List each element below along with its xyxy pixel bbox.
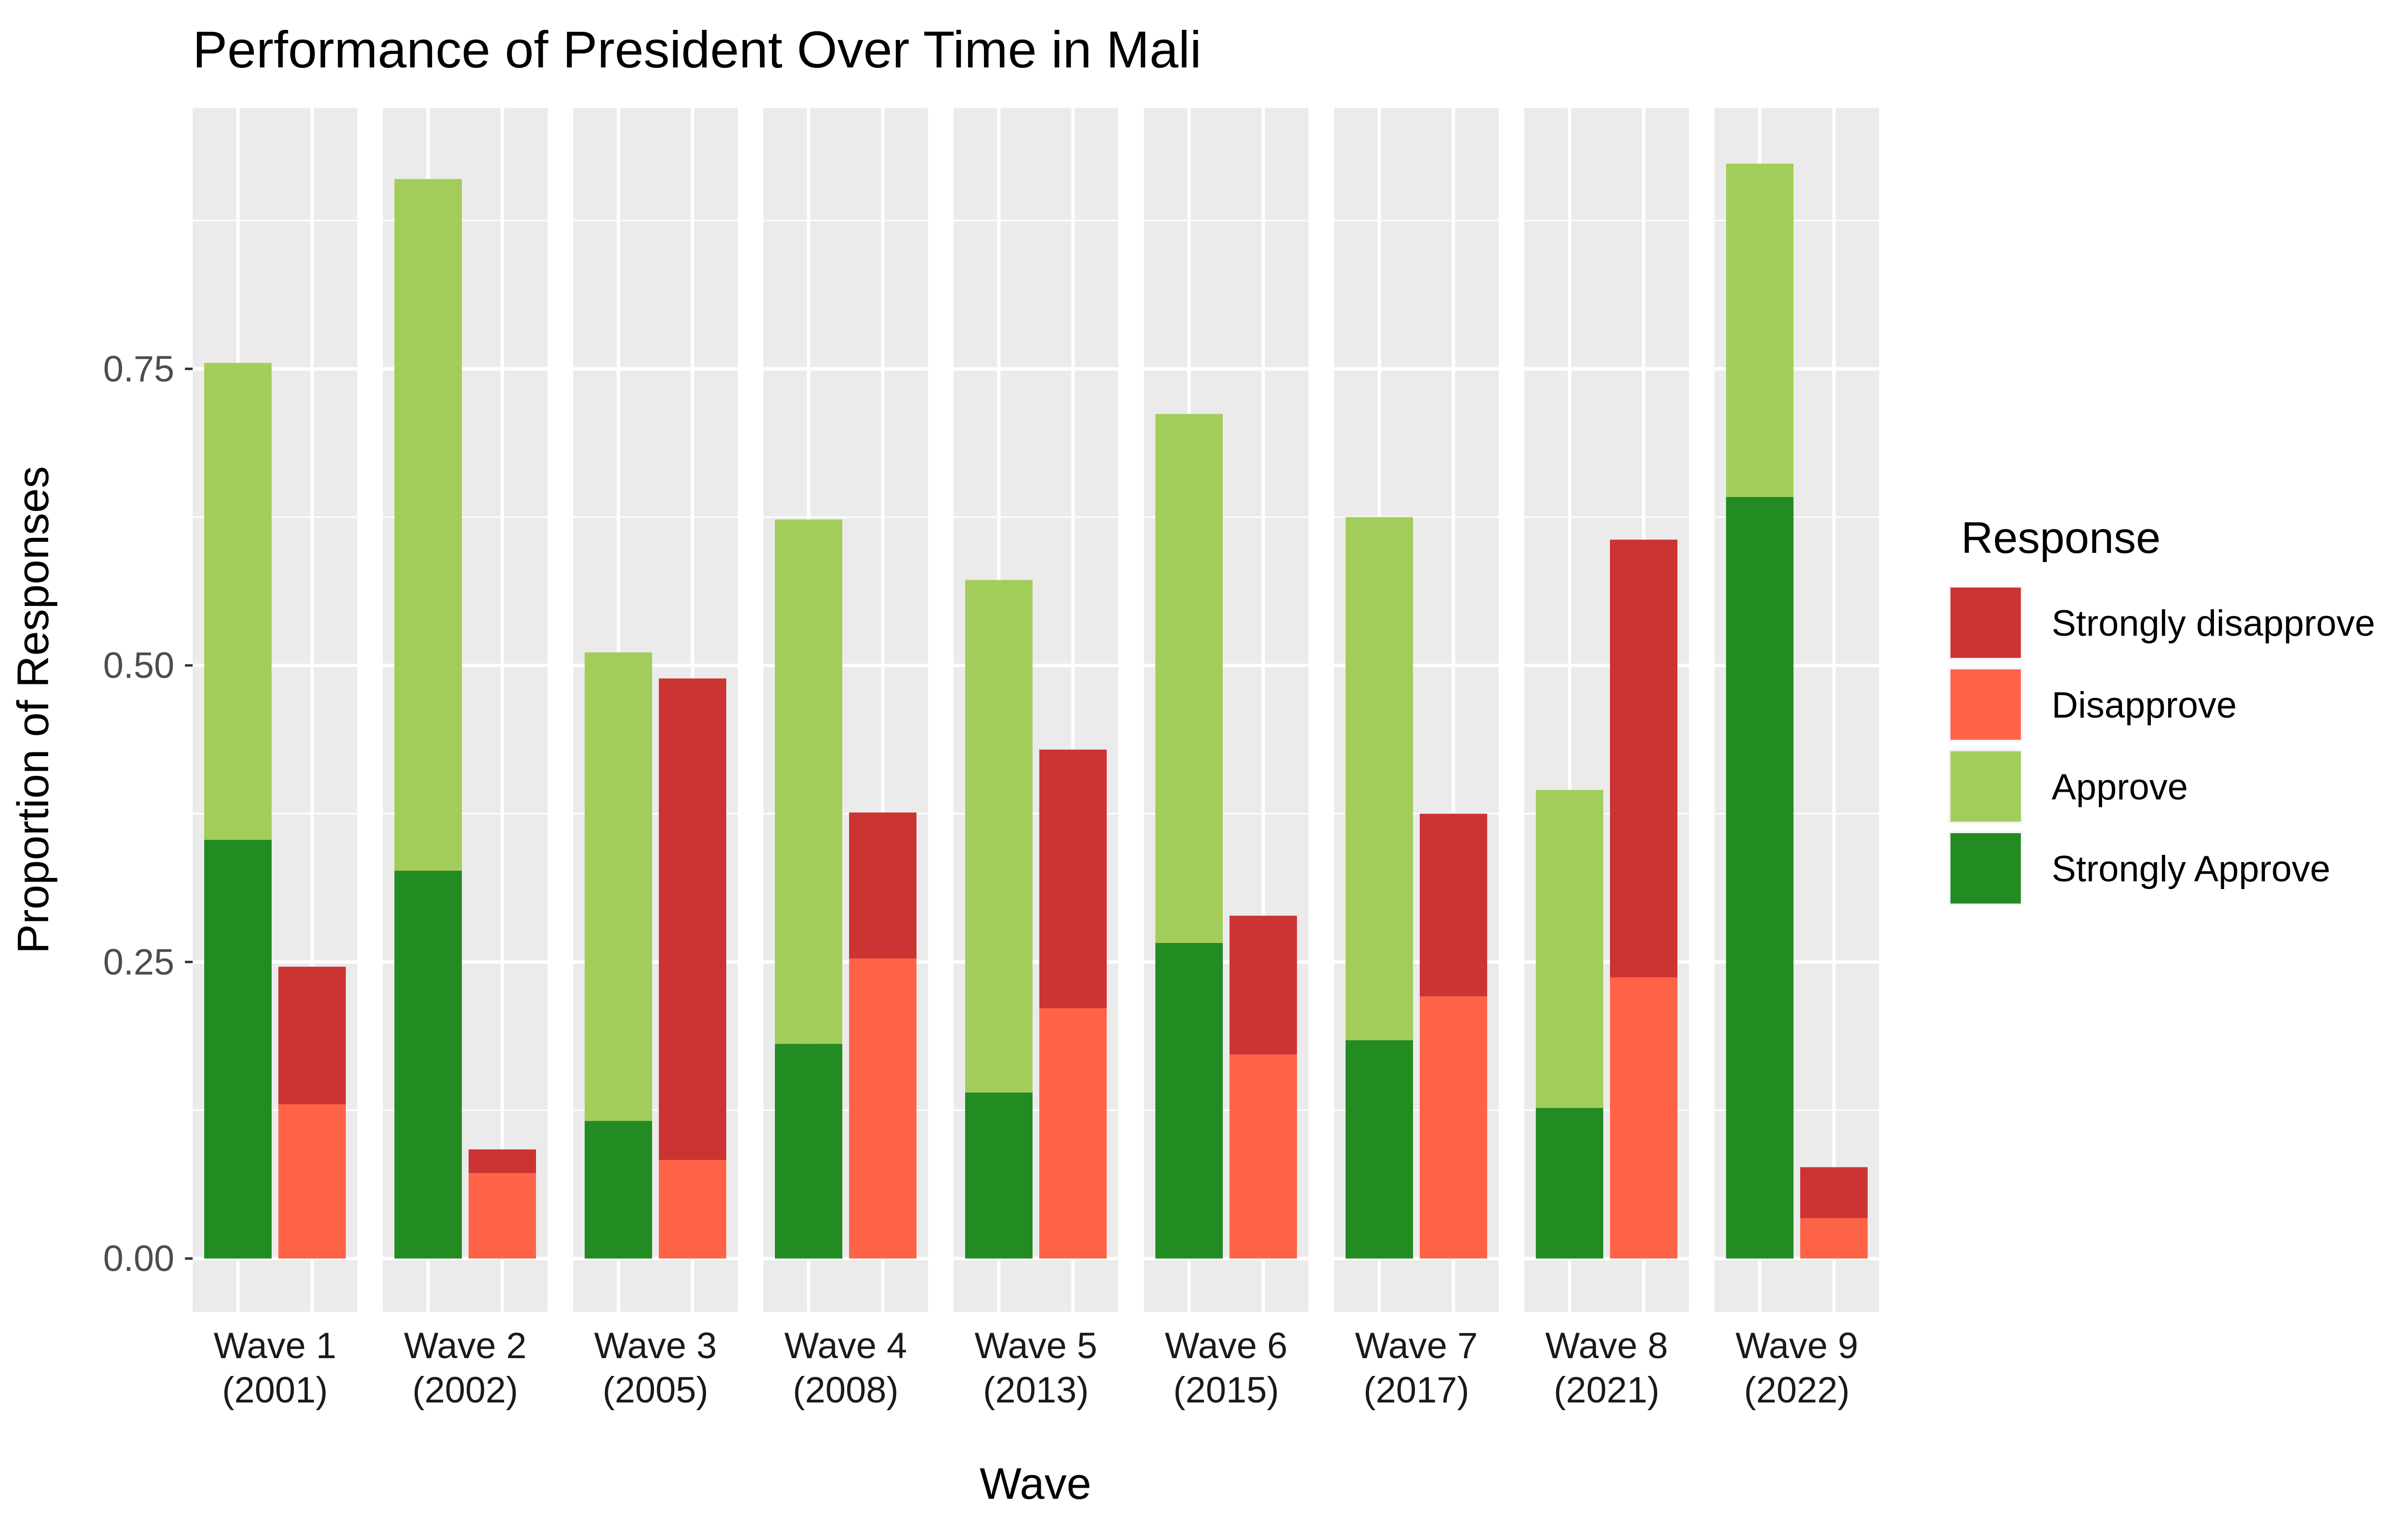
bar-approve [1155, 414, 1223, 943]
facet-panel: Wave 6(2015) [1144, 108, 1309, 1411]
y-tick-label: 0.00 [103, 1238, 174, 1279]
y-tick-label: 0.50 [103, 645, 174, 686]
bar-disapprove [659, 1160, 726, 1259]
x-tick-label: Wave 4 [785, 1325, 907, 1366]
bar-strongly-approve [1536, 1108, 1603, 1259]
bar-approve [585, 652, 652, 1121]
y-axis-title: Proportion of Responses [9, 466, 58, 954]
bar-disapprove [849, 958, 916, 1259]
bar-strongly-approve [1346, 1040, 1413, 1259]
facet-panel: Wave 2(2002) [383, 108, 548, 1411]
legend: Response Strongly disapprove Disapprove Ap… [1949, 513, 2375, 905]
y-tick-label: 0.25 [103, 942, 174, 982]
bar-strongly-disapprove [1420, 813, 1487, 996]
bar-strongly-approve [394, 870, 462, 1259]
x-tick-label: Wave 3 [594, 1325, 717, 1366]
bar-strongly-disapprove [1039, 749, 1107, 1008]
legend-key-swatch [1950, 669, 2021, 740]
bar-disapprove [1039, 1008, 1107, 1259]
bar-approve [1726, 163, 1793, 497]
facet-panel: Wave 3(2005) [573, 108, 738, 1411]
bar-strongly-approve [1155, 943, 1223, 1259]
bar-disapprove [278, 1104, 346, 1259]
bar-approve [204, 363, 272, 840]
bar-strongly-approve [585, 1121, 652, 1259]
bar-strongly-approve [1726, 497, 1793, 1259]
x-tick-label: Wave 2 [404, 1325, 527, 1366]
facet-panel: Wave 1(2001) [193, 108, 357, 1411]
facet-panel: Wave 4(2008) [763, 108, 928, 1411]
x-tick-label: Wave 9 [1736, 1325, 1858, 1366]
bar-disapprove [1800, 1218, 1868, 1259]
facet-panel: Wave 5(2013) [954, 108, 1118, 1411]
x-tick-sublabel: (2008) [793, 1370, 899, 1411]
x-tick-label: Wave 8 [1545, 1325, 1668, 1366]
bar-strongly-disapprove [278, 967, 346, 1104]
legend-item: Strongly disapprove [1949, 586, 2375, 660]
x-tick-sublabel: (2021) [1554, 1370, 1660, 1411]
y-tick-label: 0.75 [103, 349, 174, 390]
x-tick-sublabel: (2005) [602, 1370, 708, 1411]
bar-strongly-disapprove [1800, 1167, 1868, 1218]
legend-label: Approve [2052, 767, 2188, 808]
bar-disapprove [1230, 1054, 1297, 1259]
bar-strongly-disapprove [1610, 539, 1677, 978]
bar-approve [965, 580, 1033, 1093]
x-tick-sublabel: (2015) [1173, 1370, 1279, 1411]
legend-key-swatch [1950, 751, 2021, 822]
x-tick-label: Wave 1 [214, 1325, 337, 1366]
x-tick-sublabel: (2013) [983, 1370, 1089, 1411]
facet-panel: Wave 7(2017) [1334, 108, 1499, 1411]
bar-disapprove [469, 1173, 536, 1259]
facet-panel: Wave 8(2021) [1524, 108, 1689, 1411]
bar-strongly-disapprove [1230, 916, 1297, 1055]
bar-approve [1536, 790, 1603, 1108]
x-tick-label: Wave 6 [1165, 1325, 1288, 1366]
x-tick-sublabel: (2001) [222, 1370, 328, 1411]
bar-strongly-disapprove [469, 1149, 536, 1173]
x-tick-label: Wave 7 [1355, 1325, 1478, 1366]
legend-title: Response [1961, 513, 2160, 563]
x-tick-sublabel: (2017) [1363, 1370, 1469, 1411]
bar-disapprove [1610, 977, 1677, 1259]
facet-panels: Wave 1(2001)Wave 2(2002)Wave 3(2005)Wave… [193, 108, 1879, 1411]
facet-panel: Wave 9(2022) [1714, 108, 1879, 1411]
y-axis: 0.00 0.25 0.50 0.75 [103, 349, 193, 1279]
x-tick-label: Wave 5 [975, 1325, 1098, 1366]
bar-strongly-approve [965, 1092, 1033, 1259]
legend-label: Strongly Approve [2052, 849, 2330, 890]
bar-approve [775, 519, 842, 1044]
legend-label: Disapprove [2052, 685, 2237, 726]
x-tick-sublabel: (2002) [412, 1370, 518, 1411]
legend-key-swatch [1950, 833, 2021, 904]
bar-strongly-disapprove [849, 812, 916, 959]
bar-strongly-disapprove [659, 678, 726, 1160]
bar-approve [394, 179, 462, 871]
legend-item: Strongly Approve [1949, 831, 2330, 905]
chart-title: Performance of President Over Time in Ma… [193, 20, 1202, 79]
legend-key-swatch [1950, 588, 2021, 658]
bar-disapprove [1420, 996, 1487, 1259]
bar-strongly-approve [204, 839, 272, 1259]
legend-item: Approve [1949, 749, 2188, 824]
legend-item: Disapprove [1949, 668, 2237, 742]
x-axis-title: Wave [980, 1459, 1091, 1508]
x-tick-sublabel: (2022) [1744, 1370, 1850, 1411]
bar-strongly-approve [775, 1044, 842, 1259]
legend-label: Strongly disapprove [2052, 603, 2375, 644]
bar-approve [1346, 517, 1413, 1040]
